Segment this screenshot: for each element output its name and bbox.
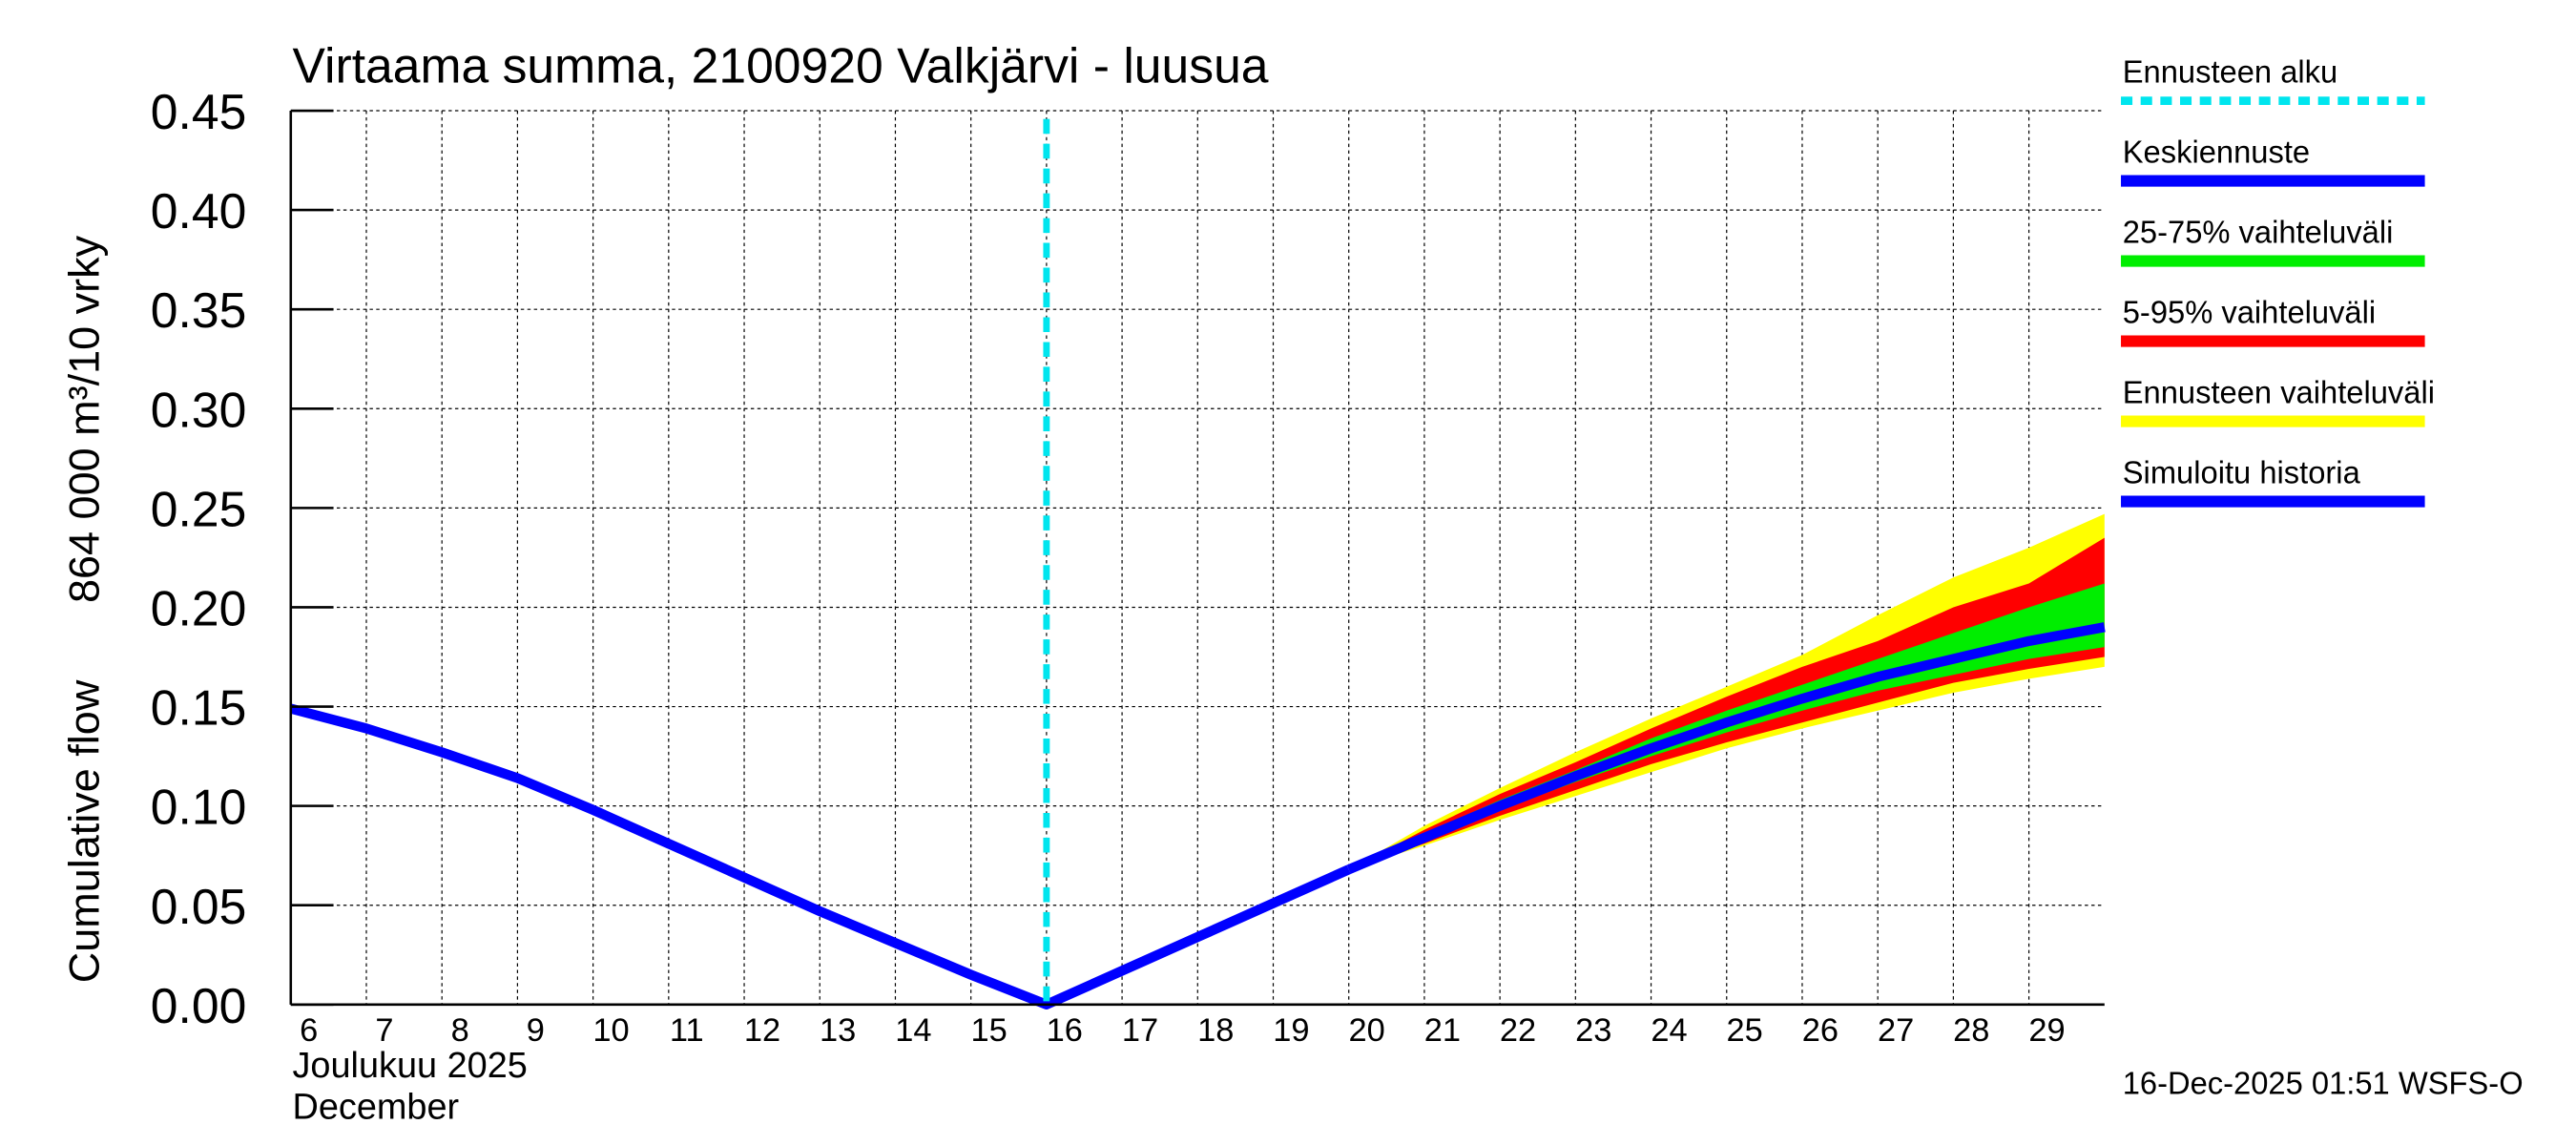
legend-label: 5-95% vaihteluväli bbox=[2123, 294, 2376, 329]
legend-label: Keskiennuste bbox=[2123, 134, 2310, 169]
y-tick-label: 0.35 bbox=[151, 282, 247, 338]
x-axis-label-fi: Joulukuu 2025 bbox=[293, 1046, 528, 1086]
x-tick-label: 11 bbox=[670, 1012, 704, 1049]
median-forecast-line bbox=[1346, 622, 2106, 875]
x-tick-label: 12 bbox=[744, 1012, 780, 1049]
y-tick-label: 0.10 bbox=[151, 780, 247, 835]
y-tick-label: 0.30 bbox=[151, 382, 247, 437]
legend-label: Simuloitu historia bbox=[2123, 454, 2361, 489]
x-axis-label-en: December bbox=[293, 1087, 460, 1127]
x-tick-label: 25 bbox=[1727, 1012, 1763, 1049]
legend-label: Ennusteen vaihteluväli bbox=[2123, 374, 2435, 409]
chart-title: Virtaama summa, 2100920 Valkjärvi - luus… bbox=[293, 37, 1269, 93]
y-tick-label: 0.20 bbox=[151, 580, 247, 635]
y-axis-label-units: 864 000 m³/10 vrky bbox=[59, 235, 108, 603]
y-tick-label: 0.00 bbox=[151, 978, 247, 1033]
x-tick-label: 28 bbox=[1953, 1012, 1989, 1049]
x-tick-label: 14 bbox=[895, 1012, 931, 1049]
legend-label: 25-75% vaihteluväli bbox=[2123, 214, 2394, 249]
y-axis-label: Cumulative flow bbox=[59, 679, 108, 983]
y-tick-label: 0.25 bbox=[151, 481, 247, 536]
axes: 0.00 0.05 0.10 0.15 0.20 0.25 0.30 0.35 0.40 0.45… bbox=[151, 84, 2105, 1049]
simulated-history-line bbox=[289, 703, 1351, 1010]
x-tick-label: 17 bbox=[1122, 1012, 1158, 1049]
grid bbox=[290, 110, 2105, 1006]
legend-label: Ennusteen alku bbox=[2123, 53, 2337, 89]
x-tick-label: 21 bbox=[1424, 1012, 1461, 1049]
legend: Ennusteen alku Keskiennuste 25-75% vaihtel… bbox=[2121, 53, 2435, 508]
x-tick-label: 7 bbox=[375, 1012, 393, 1049]
x-tick-label: 23 bbox=[1575, 1012, 1611, 1049]
y-tick-label: 0.45 bbox=[151, 84, 247, 139]
series-lines bbox=[289, 118, 2106, 1010]
x-tick-label: 6 bbox=[300, 1012, 318, 1049]
x-tick-label: 29 bbox=[2028, 1012, 2065, 1049]
x-tick-label: 9 bbox=[527, 1012, 545, 1049]
x-tick-label: 18 bbox=[1197, 1012, 1234, 1049]
x-tick-label: 27 bbox=[1878, 1012, 1914, 1049]
x-tick-label: 15 bbox=[970, 1012, 1007, 1049]
x-tick-label: 20 bbox=[1349, 1012, 1385, 1049]
x-tick-label: 10 bbox=[592, 1012, 629, 1049]
x-tick-label: 26 bbox=[1802, 1012, 1839, 1049]
x-tick-label: 13 bbox=[820, 1012, 856, 1049]
x-tick-label: 16 bbox=[1047, 1012, 1083, 1049]
y-tick-label: 0.40 bbox=[151, 183, 247, 239]
x-tick-label: 8 bbox=[451, 1012, 469, 1049]
footer-timestamp: 16-Dec-2025 01:51 WSFS-O bbox=[2123, 1065, 2524, 1100]
x-tick-label: 22 bbox=[1500, 1012, 1536, 1049]
y-tick-label: 0.15 bbox=[151, 679, 247, 735]
x-tick-label: 19 bbox=[1273, 1012, 1309, 1049]
x-tick-label: 24 bbox=[1651, 1012, 1687, 1049]
y-tick-label: 0.05 bbox=[151, 879, 247, 934]
